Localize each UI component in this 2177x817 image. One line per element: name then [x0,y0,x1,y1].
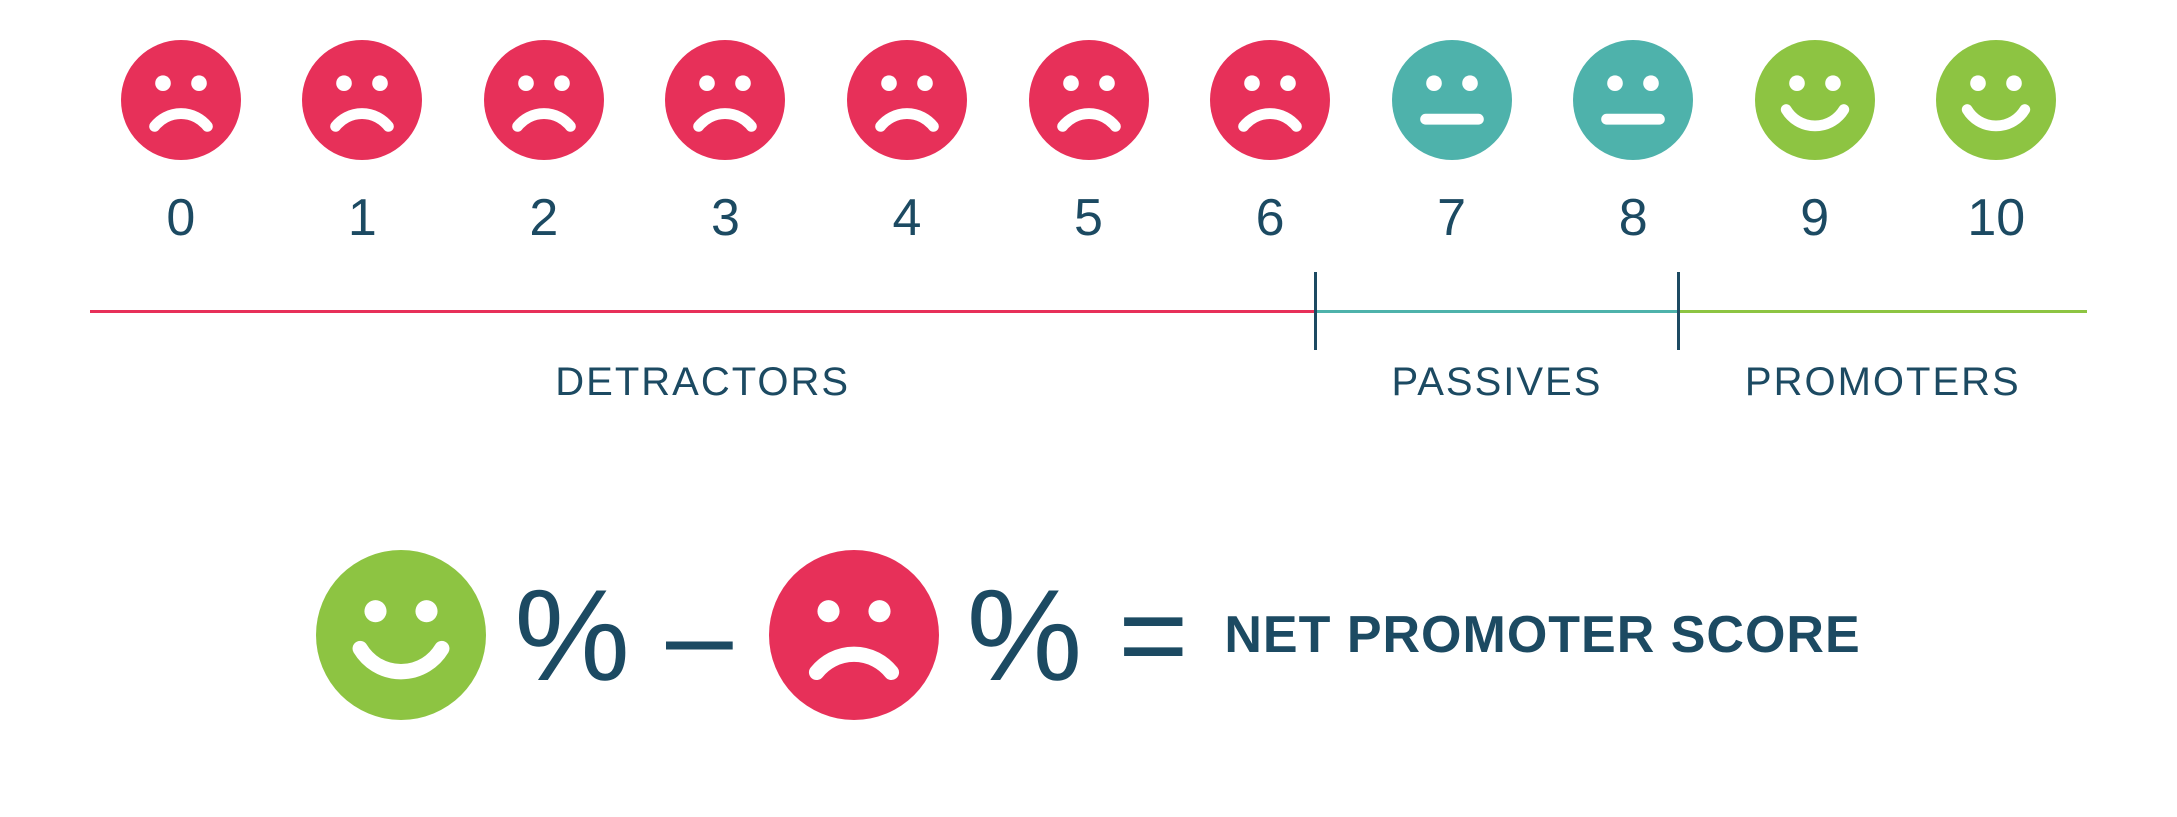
percent-symbol: % [514,570,630,700]
score-cell-10: 10 [1905,40,2087,248]
passive-face-icon [1392,40,1512,160]
passive-label: PASSIVES [1315,360,1678,405]
segment-divider [1677,272,1680,350]
score-number: 10 [1967,188,2025,248]
nps-formula: % – % = NET PROMOTER SCORE [90,550,2087,720]
score-number: 7 [1437,188,1466,248]
score-cell-3: 3 [635,40,817,248]
detractor-face-icon [302,40,422,160]
score-number: 3 [711,188,740,248]
score-scale-row: 0 1 2 3 4 5 6 7 8 [90,40,2087,248]
score-cell-6: 6 [1179,40,1361,248]
segment-labels: DETRACTORSPASSIVESPROMOTERS [90,360,2087,420]
percent-symbol: % [967,570,1083,700]
segment-divider [1314,272,1317,350]
nps-infographic: 0 1 2 3 4 5 6 7 8 [0,0,2177,817]
score-cell-0: 0 [90,40,272,248]
detractor-label: DETRACTORS [90,360,1315,405]
score-number: 4 [893,188,922,248]
score-number: 5 [1074,188,1103,248]
passive-face-icon [1573,40,1693,160]
detractor-segment-line [90,310,1315,313]
score-number: 8 [1619,188,1648,248]
promoter-label: PROMOTERS [1679,360,2087,405]
score-cell-4: 4 [816,40,998,248]
detractor-face-icon [665,40,785,160]
formula-result-label: NET PROMOTER SCORE [1224,605,1860,665]
promoter-face-icon [1936,40,2056,160]
score-number: 0 [166,188,195,248]
score-number: 6 [1256,188,1285,248]
equals-symbol: = [1118,575,1188,695]
detractor-face-icon [121,40,241,160]
score-cell-9: 9 [1724,40,1906,248]
score-cell-5: 5 [998,40,1180,248]
detractor-face-icon [847,40,967,160]
detractor-face-icon [484,40,604,160]
score-number: 1 [348,188,377,248]
minus-symbol: – [666,575,733,695]
promoter-face-icon [1755,40,1875,160]
score-number: 2 [529,188,558,248]
score-cell-2: 2 [453,40,635,248]
score-cell-8: 8 [1542,40,1724,248]
promoter-face-icon [316,550,486,720]
segment-line [90,272,2087,352]
promoter-segment-line [1679,310,2087,313]
score-number: 9 [1800,188,1829,248]
detractor-face-icon [769,550,939,720]
score-cell-7: 7 [1361,40,1543,248]
passive-segment-line [1315,310,1678,313]
score-cell-1: 1 [272,40,454,248]
detractor-face-icon [1029,40,1149,160]
detractor-face-icon [1210,40,1330,160]
